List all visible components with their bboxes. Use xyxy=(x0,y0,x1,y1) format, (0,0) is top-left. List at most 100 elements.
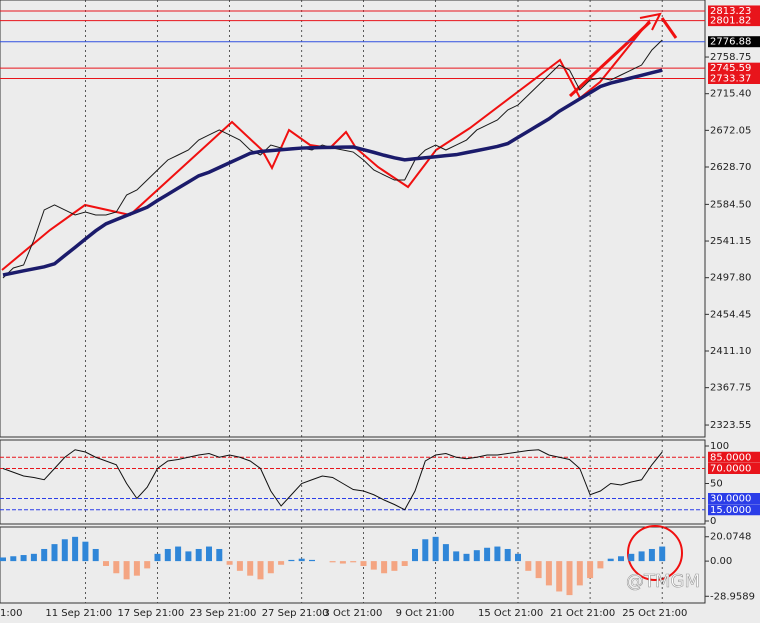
bar xyxy=(288,559,295,562)
y-tick-label: 2628.70 xyxy=(710,162,751,173)
series-line xyxy=(2,68,663,277)
bar xyxy=(484,547,491,562)
bar xyxy=(463,553,470,562)
bar xyxy=(350,561,357,563)
bar xyxy=(422,539,429,562)
x-tick-label: 27 Sep 21:00 xyxy=(262,608,329,619)
series-line xyxy=(2,449,663,511)
bar xyxy=(278,561,285,565)
level-label: 30.0000 xyxy=(710,494,751,505)
bar xyxy=(226,561,233,565)
bar xyxy=(618,556,624,562)
bar xyxy=(576,561,583,586)
y-tick-label: 50 xyxy=(710,479,723,490)
bar xyxy=(195,548,202,562)
level-label: 2801.82 xyxy=(710,16,751,27)
level-label-bg xyxy=(708,36,760,48)
bar xyxy=(10,556,17,562)
bar xyxy=(51,544,58,562)
bar xyxy=(525,561,532,571)
bar xyxy=(82,541,89,562)
bar xyxy=(236,561,243,571)
bar xyxy=(206,546,212,562)
annotations xyxy=(1,12,683,581)
y-tick-label: -28.9589 xyxy=(710,591,755,602)
level-label: 70.0000 xyxy=(710,464,751,475)
y-tick-label: 2672.05 xyxy=(710,125,751,136)
bar xyxy=(370,561,377,570)
y-tick-label: 20.0748 xyxy=(710,532,751,543)
bar xyxy=(607,558,614,562)
bar xyxy=(494,546,501,562)
bar xyxy=(41,548,48,562)
bar xyxy=(535,561,542,579)
bar xyxy=(144,561,151,569)
bar xyxy=(648,548,655,562)
zigzag xyxy=(1,19,651,271)
bar xyxy=(267,561,274,574)
y-tick-label: 2411.10 xyxy=(710,346,751,357)
y-tick-label: 0.00 xyxy=(710,556,732,567)
bar xyxy=(566,561,573,596)
y-tick-label: 2323.55 xyxy=(710,420,751,431)
bar xyxy=(61,539,68,562)
bar xyxy=(216,548,223,562)
level-label: 2733.37 xyxy=(710,73,751,84)
bar xyxy=(597,561,604,569)
y-tick-label: 0 xyxy=(710,516,716,527)
y-tick-label: 2758.75 xyxy=(710,52,751,63)
level-label: 2776.88 xyxy=(710,37,751,48)
level-label: 2745.59 xyxy=(710,63,751,74)
y-tick-label: 2367.75 xyxy=(710,383,751,394)
bar xyxy=(515,553,521,562)
bar xyxy=(175,546,182,562)
level-label-bg xyxy=(708,5,760,17)
bar xyxy=(473,550,480,562)
arrow xyxy=(568,20,652,98)
bar xyxy=(20,555,27,562)
level-label-bg xyxy=(708,62,760,74)
level-label: 2813.23 xyxy=(710,6,751,17)
y-tick-label: 100 xyxy=(710,441,729,452)
bar xyxy=(638,551,645,562)
x-tick-label: 23 Sep 21:00 xyxy=(190,608,257,619)
level-label: 15.0000 xyxy=(710,505,751,516)
bar xyxy=(154,553,161,562)
bar xyxy=(360,561,367,566)
arrow xyxy=(660,17,678,39)
x-tick-label: 11 Sep 21:00 xyxy=(45,608,112,619)
x-tick-label: 25 Oct 21:00 xyxy=(622,608,687,619)
level-label: 85.0000 xyxy=(710,452,751,463)
bar xyxy=(401,561,408,566)
level-label-bg xyxy=(708,493,760,504)
price-panel xyxy=(0,0,706,438)
watermark: @TMGM xyxy=(626,571,700,592)
bar xyxy=(628,553,635,562)
bar xyxy=(123,561,130,580)
bar xyxy=(381,561,388,574)
y-tick-label: 2541.15 xyxy=(710,236,751,247)
x-tick-label: 21 Oct 21:00 xyxy=(550,608,615,619)
bar xyxy=(329,561,336,563)
level-label-bg xyxy=(708,463,760,474)
bar xyxy=(133,561,140,576)
bar xyxy=(453,551,460,562)
x-tick-label: 1:00 xyxy=(0,608,22,619)
x-tick-label: 17 Sep 21:00 xyxy=(118,608,185,619)
x-tick-label: 15 Oct 21:00 xyxy=(478,608,543,619)
bar xyxy=(113,561,120,574)
bar xyxy=(309,559,315,562)
bar xyxy=(412,548,418,562)
bar xyxy=(545,561,552,586)
bar xyxy=(659,546,666,562)
bar xyxy=(103,561,109,566)
level-label-bg xyxy=(708,72,760,84)
bar xyxy=(247,561,254,576)
y-tick-label: 2497.80 xyxy=(710,273,751,284)
bar xyxy=(30,553,37,562)
bar xyxy=(587,561,594,579)
bar xyxy=(442,544,449,562)
bar xyxy=(504,548,511,562)
x-tick-label: 3 Oct 21:00 xyxy=(324,608,383,619)
